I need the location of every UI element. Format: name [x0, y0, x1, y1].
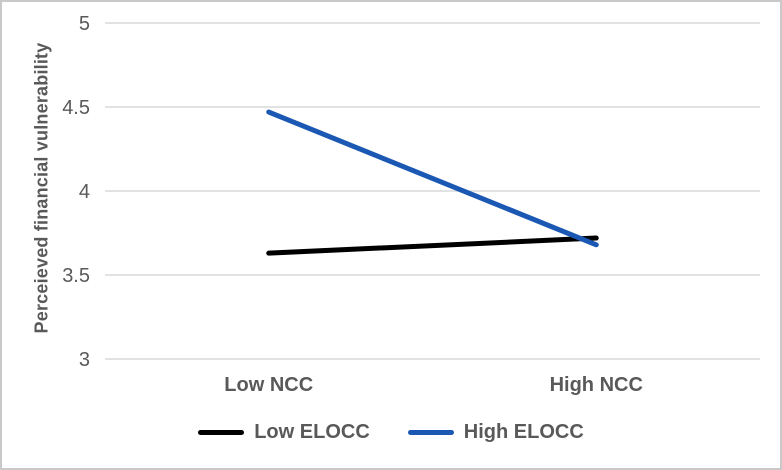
- legend-item-high-elocc: High ELOCC: [407, 421, 584, 444]
- legend-line-swatch: [198, 430, 245, 435]
- legend-label: High ELOCC: [463, 421, 584, 443]
- y-tick-label: 5: [79, 13, 90, 35]
- legend: Low ELOCC High ELOCC: [2, 421, 780, 444]
- y-tick-label: 3.5: [62, 265, 90, 287]
- legend-line-swatch: [407, 430, 454, 435]
- x-category-label: Low NCC: [224, 374, 313, 396]
- legend-label: Low ELOCC: [254, 421, 370, 443]
- series-line-high-elocc: [266, 109, 599, 248]
- y-tick-label: 4: [79, 181, 90, 203]
- y-tick-label: 3: [79, 349, 90, 371]
- series-line-low-elocc: [266, 235, 599, 256]
- y-tick-label: 4.5: [62, 97, 90, 119]
- legend-item-low-elocc: Low ELOCC: [198, 421, 370, 444]
- x-category-label: High NCC: [550, 374, 643, 396]
